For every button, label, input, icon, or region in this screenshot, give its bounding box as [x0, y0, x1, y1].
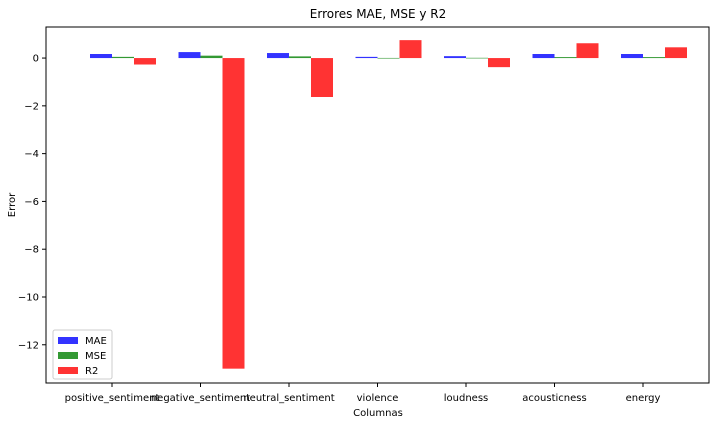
bars-group	[90, 40, 687, 369]
x-tick-label: violence	[357, 393, 399, 404]
y-tick-label: −2	[24, 101, 39, 112]
bar-mse-positive_sentiment	[112, 56, 134, 59]
plot-frame	[45, 26, 710, 384]
y-axis-label: Error	[7, 192, 18, 217]
x-tick-label: negative_sentiment	[151, 393, 250, 404]
bar-mae-neutral_sentiment	[267, 53, 289, 59]
y-tick-label: −10	[18, 292, 39, 303]
bar-mae-loudness	[444, 56, 466, 59]
bar-mae-energy	[621, 54, 643, 59]
bar-mse-negative_sentiment	[200, 55, 223, 59]
y-tick-label: 0	[33, 54, 39, 65]
x-axis-ticks: positive_sentimentnegative_sentimentneut…	[65, 383, 661, 404]
bar-r2-loudness	[488, 58, 510, 68]
legend-swatch-r2	[58, 367, 78, 374]
x-axis-label: Columnas	[353, 408, 403, 419]
bar-mae-positive_sentiment	[90, 54, 112, 59]
bar-r2-negative_sentiment	[222, 58, 245, 369]
chart-title: Errores MAE, MSE y R2	[310, 7, 446, 21]
legend-label-r2: R2	[85, 366, 98, 377]
x-tick-label: acousticness	[522, 393, 586, 404]
bar-mse-neutral_sentiment	[289, 56, 311, 59]
legend-swatch-mae	[58, 337, 78, 344]
bar-mae-acousticness	[532, 54, 555, 59]
bar-mse-loudness	[466, 57, 488, 59]
bar-mae-violence	[355, 56, 378, 59]
bar-r2-positive_sentiment	[134, 58, 156, 65]
y-tick-label: −6	[24, 197, 39, 208]
legend: MAE MSE R2	[52, 329, 113, 380]
bar-r2-energy	[665, 47, 687, 59]
y-tick-label: −12	[18, 340, 39, 351]
bar-mse-acousticness	[554, 57, 577, 59]
y-tick-label: −4	[24, 149, 39, 160]
bar-r2-violence	[399, 40, 422, 59]
x-tick-label: loudness	[444, 393, 489, 404]
legend-label-mae: MAE	[85, 336, 107, 347]
bar-mae-negative_sentiment	[178, 52, 201, 59]
legend-swatch-mse	[58, 352, 78, 359]
legend-label-mse: MSE	[85, 351, 106, 362]
bar-mse-violence	[377, 57, 400, 59]
x-tick-label: energy	[626, 393, 661, 404]
bar-mse-energy	[643, 57, 665, 59]
y-axis-ticks: 0 −2 −4 −6 −8 −10 −12	[18, 54, 46, 351]
bar-r2-neutral_sentiment	[311, 58, 333, 97]
x-tick-label: neutral_sentiment	[243, 393, 334, 404]
x-tick-label: positive_sentiment	[65, 393, 160, 404]
bar-r2-acousticness	[576, 43, 599, 59]
y-tick-label: −8	[24, 245, 39, 256]
